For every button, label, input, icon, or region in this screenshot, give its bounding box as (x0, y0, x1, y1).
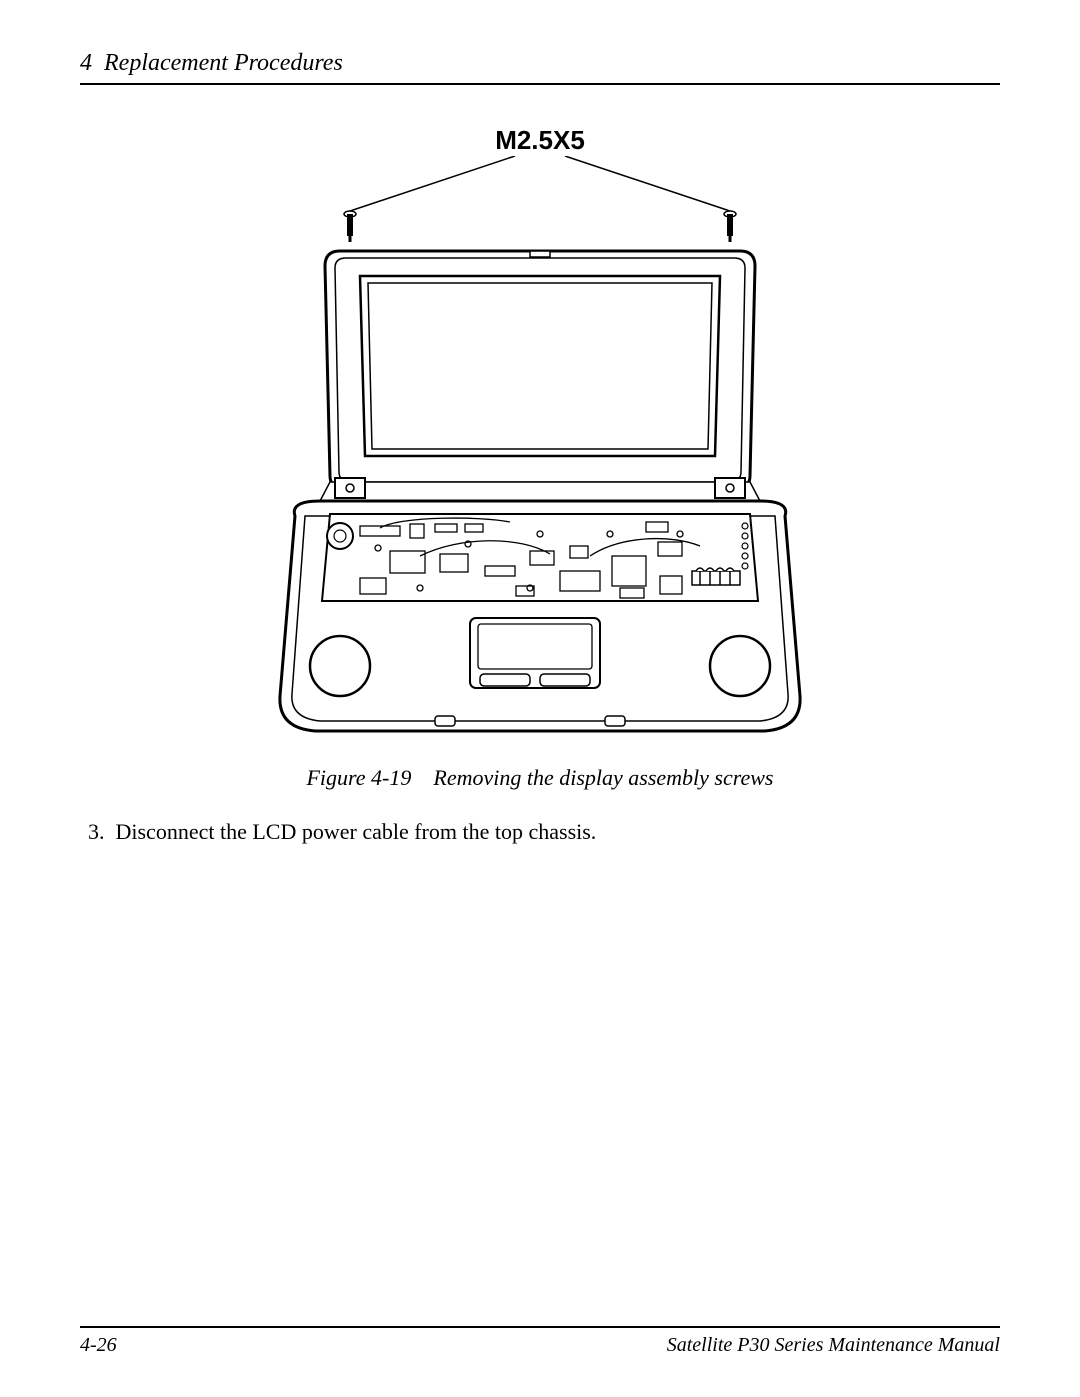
instruction-step: 3. Disconnect the LCD power cable from t… (80, 819, 1000, 845)
screw-right-icon (724, 211, 736, 242)
step-number: 3. (88, 819, 105, 844)
page-footer: 4-26 Satellite P30 Series Maintenance Ma… (80, 1326, 1000, 1357)
figure-caption: Figure 4-19 Removing the display assembl… (80, 765, 1000, 791)
page-header: 4 Replacement Procedures (80, 50, 1000, 85)
manual-title: Satellite P30 Series Maintenance Manual (667, 1334, 1000, 1357)
screw-left-icon (344, 211, 356, 242)
step-text: Disconnect the LCD power cable from the … (116, 819, 597, 844)
figure-number: Figure 4-19 (306, 765, 411, 790)
laptop-diagram (260, 156, 820, 746)
page-number: 4-26 (80, 1334, 117, 1357)
chapter-title: Replacement Procedures (104, 50, 343, 76)
document-page: 4 Replacement Procedures M2.5X5 (0, 0, 1080, 1397)
screw-size-label: M2.5X5 (80, 125, 1000, 156)
chapter-number: 4 (80, 50, 92, 76)
figure-container: M2.5X5 (80, 125, 1000, 791)
figure-title: Removing the display assembly screws (433, 765, 773, 790)
